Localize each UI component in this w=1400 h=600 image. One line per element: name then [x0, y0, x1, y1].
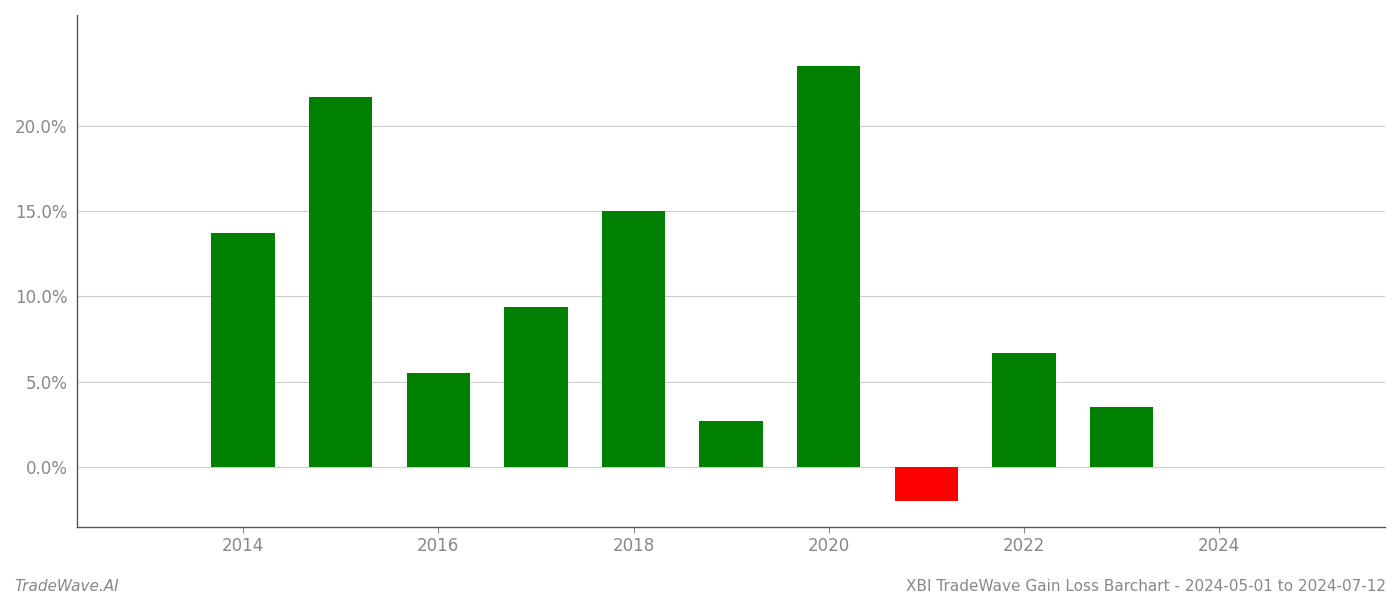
- Bar: [309, 97, 372, 467]
- Bar: [602, 211, 665, 467]
- Bar: [1089, 407, 1154, 467]
- Bar: [895, 467, 958, 501]
- Bar: [993, 353, 1056, 467]
- Text: TradeWave.AI: TradeWave.AI: [14, 579, 119, 594]
- Text: XBI TradeWave Gain Loss Barchart - 2024-05-01 to 2024-07-12: XBI TradeWave Gain Loss Barchart - 2024-…: [906, 579, 1386, 594]
- Bar: [504, 307, 567, 467]
- Bar: [211, 233, 274, 467]
- Bar: [700, 421, 763, 467]
- Bar: [797, 66, 861, 467]
- Bar: [406, 373, 470, 467]
